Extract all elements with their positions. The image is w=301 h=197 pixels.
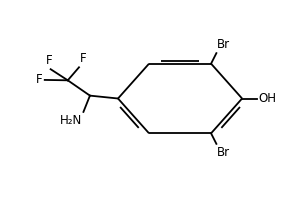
Text: F: F [36,73,43,86]
Text: Br: Br [217,38,230,51]
Text: OH: OH [259,92,277,105]
Text: F: F [46,54,53,67]
Text: F: F [80,52,87,65]
Text: Br: Br [217,146,230,159]
Text: H₂N: H₂N [60,114,82,127]
